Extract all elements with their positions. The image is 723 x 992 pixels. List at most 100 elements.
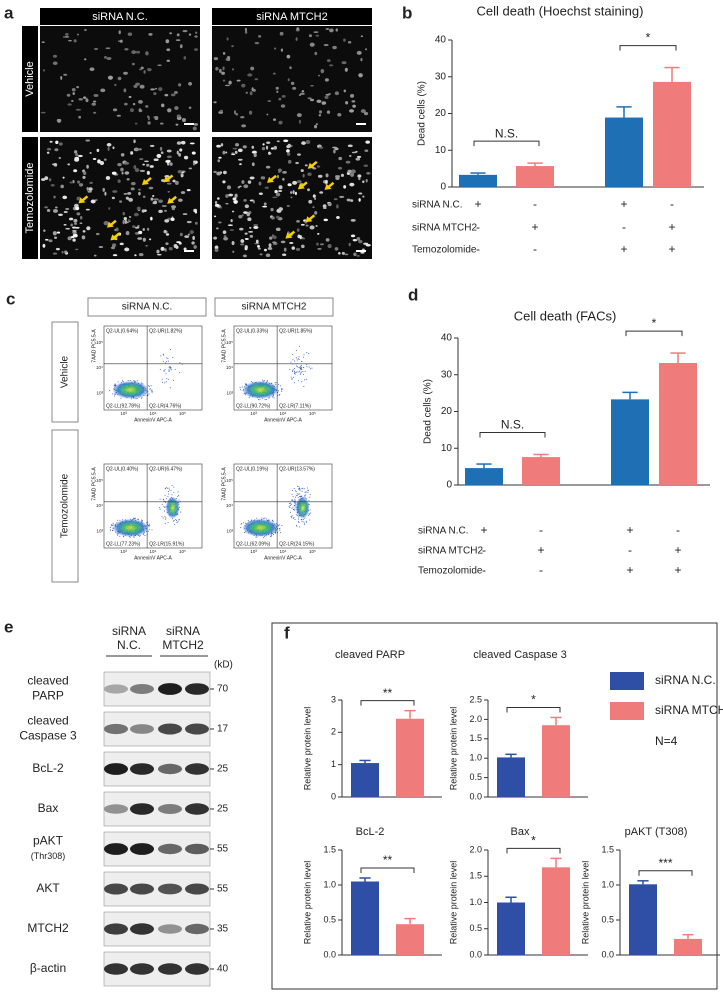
- quadrant-label: Q2-LR(4.76%): [149, 403, 182, 409]
- event: [307, 489, 309, 491]
- nucleus: [314, 210, 318, 215]
- band: [130, 963, 154, 975]
- bar: [542, 725, 570, 797]
- significance-label: *: [646, 31, 651, 45]
- event: [170, 349, 172, 351]
- nucleus: [304, 164, 308, 167]
- nucleus: [289, 242, 294, 244]
- nucleus: [77, 154, 83, 158]
- nucleus: [138, 68, 143, 71]
- nucleus: [44, 176, 49, 181]
- nucleus: [290, 196, 293, 199]
- condition-sign: +: [668, 242, 675, 256]
- nucleus: [351, 100, 356, 103]
- nucleus: [309, 98, 315, 102]
- protein-label: Bax: [38, 801, 59, 815]
- nucleus: [132, 102, 136, 106]
- event: [298, 367, 300, 369]
- y-tick-label: 10⁴: [96, 365, 103, 370]
- event: [272, 534, 274, 536]
- band: [185, 803, 209, 815]
- condition-sign: -: [533, 242, 537, 256]
- nucleus: [274, 189, 278, 194]
- nucleus: [79, 215, 83, 220]
- nucleus: [237, 186, 240, 189]
- event: [165, 362, 167, 364]
- nucleus: [67, 163, 71, 166]
- nucleus: [118, 40, 121, 43]
- nucleus: [286, 149, 290, 153]
- nucleus: [120, 153, 125, 157]
- y-tick-label: 0.0: [469, 949, 482, 959]
- significance-label: *: [531, 693, 536, 707]
- event: [297, 485, 299, 487]
- event: [306, 521, 308, 523]
- nucleus: [356, 155, 362, 158]
- event: [295, 490, 297, 492]
- nucleus: [273, 145, 278, 150]
- nucleus: [265, 165, 271, 169]
- nucleus: [106, 56, 112, 61]
- nucleus: [120, 39, 123, 43]
- nucleus: [150, 88, 155, 91]
- nucleus: [46, 151, 50, 154]
- nucleus: [334, 247, 339, 251]
- nucleus: [188, 167, 193, 170]
- nucleus: [146, 115, 150, 118]
- event: [159, 498, 161, 500]
- event: [149, 524, 151, 526]
- nucleus: [164, 248, 167, 252]
- nucleus: [182, 213, 188, 216]
- significance-label: *: [652, 316, 657, 330]
- nucleus: [241, 83, 246, 88]
- nucleus: [325, 238, 330, 242]
- nucleus: [242, 254, 247, 258]
- event: [295, 502, 297, 504]
- event: [299, 367, 301, 369]
- density: [165, 496, 180, 519]
- event: [173, 491, 175, 493]
- event: [272, 519, 274, 521]
- nucleus: [231, 45, 234, 48]
- nucleus: [223, 235, 227, 238]
- event: [299, 365, 301, 367]
- nucleus: [166, 155, 172, 159]
- protein-label: β-actin: [30, 961, 66, 975]
- event: [136, 380, 138, 382]
- nucleus: [93, 254, 97, 257]
- nucleus: [183, 155, 189, 160]
- nucleus: [163, 209, 168, 212]
- nucleus: [72, 229, 77, 232]
- nucleus: [103, 221, 109, 226]
- event: [148, 393, 150, 395]
- nucleus: [124, 247, 130, 252]
- nucleus: [254, 41, 260, 45]
- nucleus: [75, 206, 80, 211]
- nucleus: [248, 231, 254, 233]
- nucleus: [365, 140, 370, 144]
- nucleus: [133, 139, 136, 144]
- condition-sign: +: [537, 543, 544, 557]
- event: [303, 523, 305, 525]
- event: [300, 365, 302, 367]
- condition-sign: +: [674, 563, 681, 577]
- y-tick-label: 30: [435, 71, 447, 82]
- event: [134, 518, 136, 520]
- nucleus: [128, 216, 132, 218]
- nucleus: [349, 182, 355, 187]
- nucleus: [350, 234, 356, 238]
- condition-sign: -: [476, 220, 480, 234]
- nucleus: [292, 180, 298, 185]
- nucleus: [241, 214, 244, 217]
- event: [117, 534, 119, 536]
- nucleus: [272, 72, 276, 75]
- event: [174, 524, 176, 526]
- nucleus: [181, 171, 185, 174]
- density: [242, 518, 279, 537]
- nucleus: [300, 169, 304, 172]
- nucleus: [112, 108, 118, 112]
- nucleus: [237, 148, 243, 153]
- nucleus: [156, 153, 162, 158]
- nucleus: [213, 170, 217, 174]
- nucleus: [93, 93, 99, 97]
